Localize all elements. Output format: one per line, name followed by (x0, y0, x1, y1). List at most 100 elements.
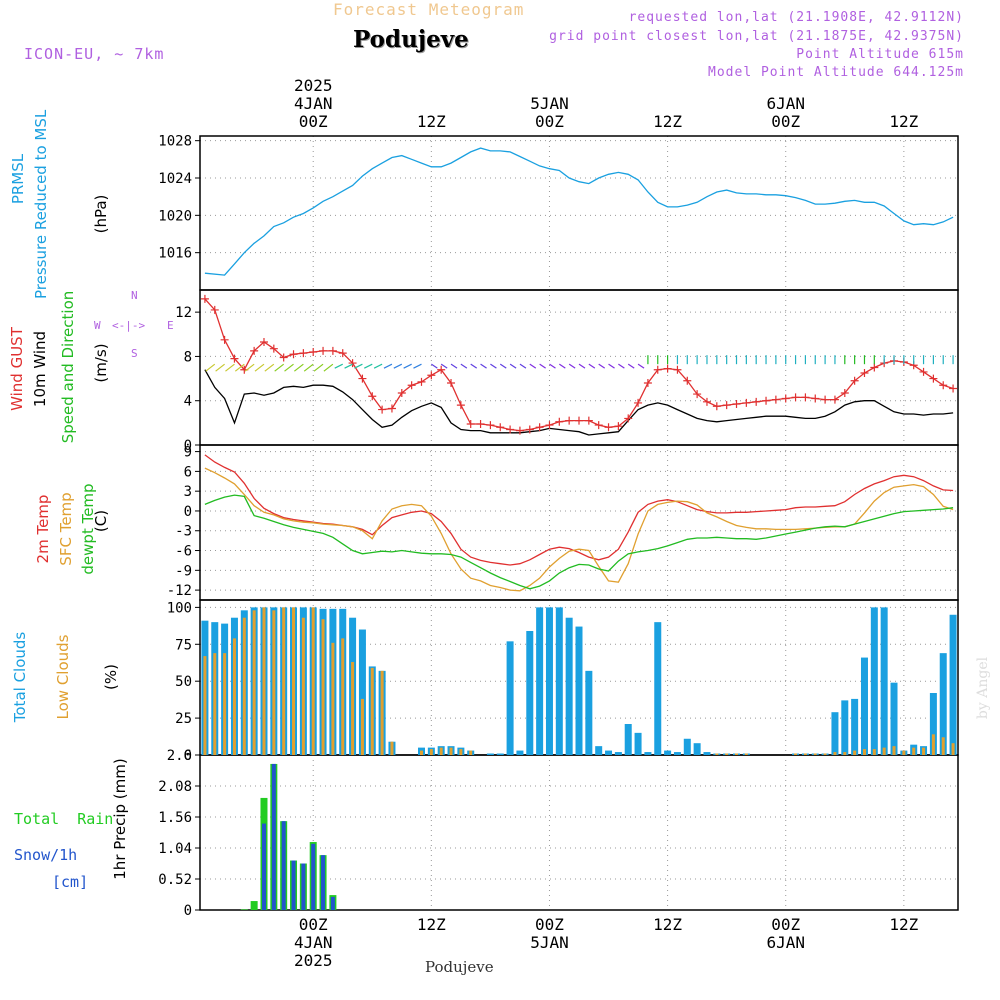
wind-label-speed-dir: Speed and Direction (59, 290, 77, 444)
gust-marker (604, 423, 613, 432)
wind-arrow (539, 363, 546, 369)
temp-label-unit: (C) (92, 509, 110, 533)
low-cloud-bar (370, 667, 374, 755)
snow-bar (330, 896, 335, 910)
low-cloud-bar (213, 653, 217, 755)
total-cloud-bar (526, 631, 534, 755)
gust-marker (525, 425, 534, 434)
requested-coords: requested lon,lat (21.1908E, 42.9112N) (628, 10, 964, 25)
wind-arrow (364, 363, 373, 369)
low-cloud-bar (725, 753, 729, 755)
low-cloud-bar (853, 750, 857, 755)
credit-watermark: by Angel (975, 656, 991, 720)
y-tick-label: 0.52 (158, 872, 192, 888)
compass-east: E (167, 319, 174, 332)
gust-marker (437, 365, 446, 374)
gust-marker (338, 349, 347, 358)
bottom-time-label: 5JAN (530, 933, 569, 952)
model-label: ICON-EU, ~ 7km (24, 45, 165, 63)
gust-marker (506, 425, 515, 434)
top-time-label: 6JAN (766, 94, 805, 113)
total-cloud-bar (614, 752, 622, 755)
pressure-label-unit: (hPa) (92, 194, 110, 234)
snow-bar (271, 763, 276, 910)
y-tick-label: 1016 (158, 246, 192, 262)
grid-coords: grid point closest lon,lat (21.1875E, 42… (549, 29, 964, 44)
low-cloud-bar (922, 747, 926, 755)
low-cloud-bar (715, 753, 719, 755)
low-cloud-bar (242, 617, 246, 755)
wind-arrow (274, 363, 285, 372)
wind-arrow (598, 363, 606, 369)
bottom-time-label: 6JAN (766, 933, 805, 952)
gust-marker (299, 349, 308, 358)
gust-marker (496, 423, 505, 432)
gust-marker (565, 416, 574, 425)
top-time-label: 12Z (417, 112, 446, 131)
gust-marker (427, 371, 436, 380)
wind-arrow (403, 363, 412, 369)
snow-bar (321, 855, 326, 910)
total-cloud-bar (634, 732, 642, 755)
low-cloud-bar (439, 747, 443, 755)
wind-label-gust: Wind GUST (8, 327, 26, 411)
wind-arrow (450, 363, 458, 369)
compass-south: S (131, 347, 138, 360)
snow-bar (311, 843, 316, 910)
gust-marker (683, 376, 692, 385)
gust-marker (397, 388, 406, 397)
bottom-time-label: 00Z (771, 915, 800, 934)
y-tick-label: 25 (175, 711, 192, 727)
low-cloud-bar (882, 747, 886, 755)
low-cloud-bar (341, 638, 345, 755)
gust-marker (417, 377, 426, 386)
low-cloud-bar (744, 753, 748, 755)
total-cloud-bar (831, 712, 839, 755)
y-tick-label: 1.56 (158, 810, 192, 826)
top-time-label: 12Z (653, 112, 682, 131)
gust-marker (663, 364, 672, 373)
gust-marker (712, 402, 721, 411)
low-cloud-bar (360, 698, 364, 755)
gust-marker (328, 346, 337, 355)
gust-marker (860, 369, 869, 378)
gust-marker (289, 350, 298, 359)
y-tick-label: 9 (184, 445, 192, 461)
wind-arrow (608, 363, 615, 369)
top-time-label: 00Z (535, 112, 564, 131)
top-time-label: 4JAN (294, 94, 333, 113)
gust-marker (870, 363, 879, 372)
top-time-label: 12Z (889, 112, 918, 131)
low-cloud-bar (912, 747, 916, 755)
wind-arrow (519, 363, 527, 369)
wind-label-unit: (m/s) (92, 343, 110, 383)
total-cloud-bar (644, 752, 652, 755)
total-cloud-bar (575, 626, 583, 755)
low-cloud-bar (262, 607, 266, 755)
low-cloud-bar (282, 607, 286, 755)
wind-arrow (578, 363, 586, 369)
total-cloud-bar (851, 698, 859, 755)
pressure-label-reduced: Pressure Reduced to MSL (32, 109, 50, 299)
gust-marker (594, 421, 603, 430)
gust-marker (742, 398, 751, 407)
low-cloud-bar (941, 737, 945, 755)
top-time-label: 5JAN (530, 94, 569, 113)
wind-arrow (509, 363, 517, 369)
gust-marker (771, 395, 780, 404)
bottom-time-label: 00Z (535, 915, 564, 934)
gust-marker (850, 376, 859, 385)
wind-arrow (323, 363, 334, 372)
low-cloud-bar (429, 749, 433, 755)
low-cloud-bar (272, 610, 276, 755)
wind-arrow (225, 363, 235, 372)
tsfc-line (204, 467, 954, 592)
gust-marker (456, 401, 465, 410)
total-cloud-bar (673, 752, 681, 755)
wind-arrow (627, 363, 635, 369)
rain-bar (240, 909, 248, 910)
wind-arrow (373, 363, 383, 369)
gust-marker (939, 381, 948, 390)
total-cloud-bar (358, 629, 366, 755)
